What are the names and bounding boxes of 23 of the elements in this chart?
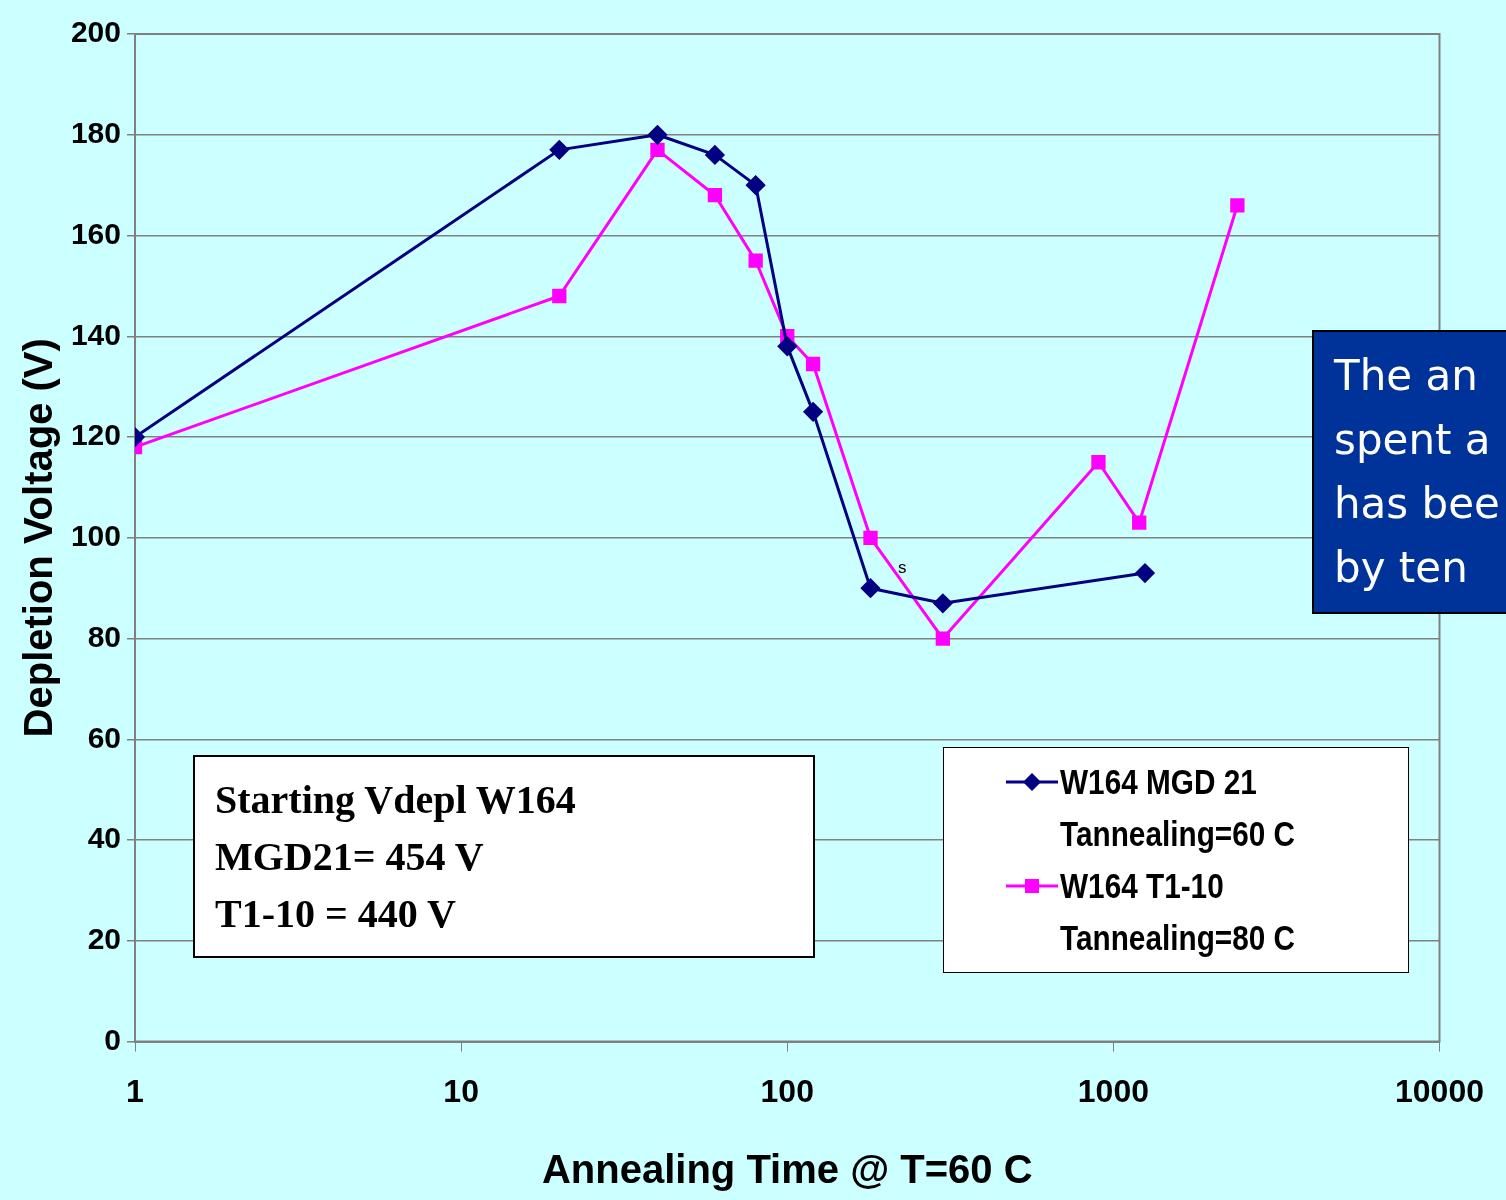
y-tick-label: 40 xyxy=(87,821,121,855)
y-tick-label: 140 xyxy=(70,317,121,351)
x-tick-label: 100 xyxy=(760,1072,814,1109)
y-tick-label: 180 xyxy=(70,116,121,150)
annotation: s xyxy=(898,558,907,578)
x-axis-title: Annealing Time @ T=60 C xyxy=(541,1147,1033,1192)
x-tick-label: 10 xyxy=(443,1072,479,1109)
y-tick-label: 20 xyxy=(87,922,121,956)
y-tick-label: 120 xyxy=(70,418,121,452)
y-tick-label: 0 xyxy=(104,1022,121,1056)
x-tick-label: 1 xyxy=(126,1072,144,1109)
y-tick-label: 60 xyxy=(87,720,121,754)
x-tick-label: 10000 xyxy=(1395,1072,1484,1109)
legend-label: W164 T1-10 Tannealing=80 C xyxy=(1060,865,1297,959)
y-axis-title: Depletion Voltage (V) xyxy=(16,338,61,738)
legend-label: W164 MGD 21 Tannealing=60 C xyxy=(1060,761,1297,855)
x-tick-label: 1000 xyxy=(1077,1072,1149,1109)
text-box: The an spent a has bee by ten xyxy=(1312,330,1506,614)
y-tick-label: 160 xyxy=(70,216,121,250)
y-tick-label: 80 xyxy=(87,619,121,653)
text-box: Starting Vdepl W164 MGD21= 454 V T1-10 = 440 V xyxy=(193,755,815,958)
y-tick-label: 200 xyxy=(70,15,121,49)
y-tick-label: 100 xyxy=(70,519,121,553)
